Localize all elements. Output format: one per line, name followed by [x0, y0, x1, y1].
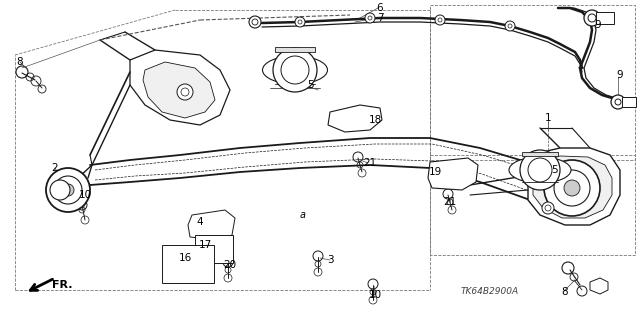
Circle shape	[520, 150, 560, 190]
Polygon shape	[590, 278, 608, 294]
Text: 17: 17	[198, 240, 212, 250]
Text: 21: 21	[364, 158, 376, 168]
Text: a: a	[300, 210, 306, 220]
Text: 2: 2	[52, 163, 58, 173]
Circle shape	[50, 180, 70, 200]
Circle shape	[505, 21, 515, 31]
Text: FR.: FR.	[52, 280, 72, 290]
Polygon shape	[522, 152, 558, 156]
Circle shape	[435, 15, 445, 25]
Circle shape	[611, 95, 625, 109]
Text: 21: 21	[444, 197, 456, 207]
Text: 20: 20	[223, 260, 237, 270]
Polygon shape	[275, 47, 315, 52]
Text: TK64B2900A: TK64B2900A	[461, 287, 519, 296]
Circle shape	[177, 84, 193, 100]
Polygon shape	[130, 50, 230, 125]
Polygon shape	[143, 62, 215, 118]
Circle shape	[46, 168, 90, 212]
Circle shape	[554, 170, 590, 206]
Polygon shape	[328, 105, 382, 132]
Text: 8: 8	[562, 287, 568, 297]
Text: 16: 16	[179, 253, 191, 263]
Circle shape	[295, 17, 305, 27]
Polygon shape	[528, 148, 620, 225]
Circle shape	[249, 16, 261, 28]
Text: 8: 8	[17, 57, 23, 67]
Circle shape	[542, 202, 554, 214]
Circle shape	[365, 13, 375, 23]
Bar	[622, 97, 636, 107]
Text: 10: 10	[79, 190, 92, 200]
Text: 18: 18	[369, 115, 381, 125]
Text: 10: 10	[369, 290, 381, 300]
Bar	[162, 245, 214, 283]
Polygon shape	[188, 210, 235, 240]
Bar	[430, 155, 635, 255]
Circle shape	[54, 176, 82, 204]
Circle shape	[564, 180, 580, 196]
Text: 3: 3	[326, 255, 333, 265]
Text: 7: 7	[377, 13, 383, 23]
Bar	[596, 12, 614, 24]
Text: 6: 6	[377, 3, 383, 13]
Polygon shape	[428, 158, 478, 190]
Circle shape	[544, 160, 600, 216]
Circle shape	[584, 10, 600, 26]
Ellipse shape	[509, 157, 571, 183]
Text: 5: 5	[552, 165, 558, 175]
Circle shape	[273, 48, 317, 92]
Text: 9: 9	[595, 20, 602, 30]
Text: 4: 4	[196, 217, 204, 227]
Text: 1: 1	[545, 113, 551, 123]
Text: 19: 19	[428, 167, 442, 177]
Text: 5: 5	[307, 80, 314, 90]
Ellipse shape	[262, 56, 328, 84]
Circle shape	[62, 184, 74, 196]
Text: 9: 9	[617, 70, 623, 80]
Bar	[430, 5, 635, 160]
Polygon shape	[533, 156, 612, 218]
Bar	[195, 235, 233, 263]
